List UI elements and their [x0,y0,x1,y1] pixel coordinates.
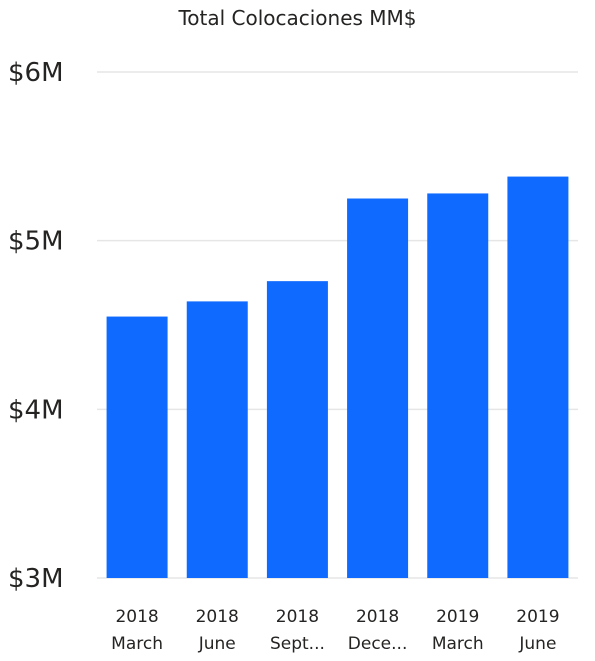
x-tick-label: 2019 March [432,607,484,654]
y-tick-label: $5M [8,227,64,257]
bar[interactable] [186,301,248,578]
x-tick-label: 2018 June [196,607,239,654]
x-tick-label: 2018 Dece... [348,607,408,654]
y-tick-label: $3M [8,564,64,594]
bar[interactable] [507,176,569,578]
x-tick-label: 2018 March [111,607,163,654]
x-tick-label: 2018 Sept... [270,607,325,654]
bar[interactable] [347,198,409,579]
bar[interactable] [266,281,328,578]
bar[interactable] [427,193,489,578]
y-tick-label: $4M [8,395,64,425]
chart-title: Total Colocaciones MM$ [178,6,417,30]
bar[interactable] [106,316,168,578]
y-tick-label: $6M [8,58,64,88]
x-tick-label: 2019 June [516,607,559,654]
